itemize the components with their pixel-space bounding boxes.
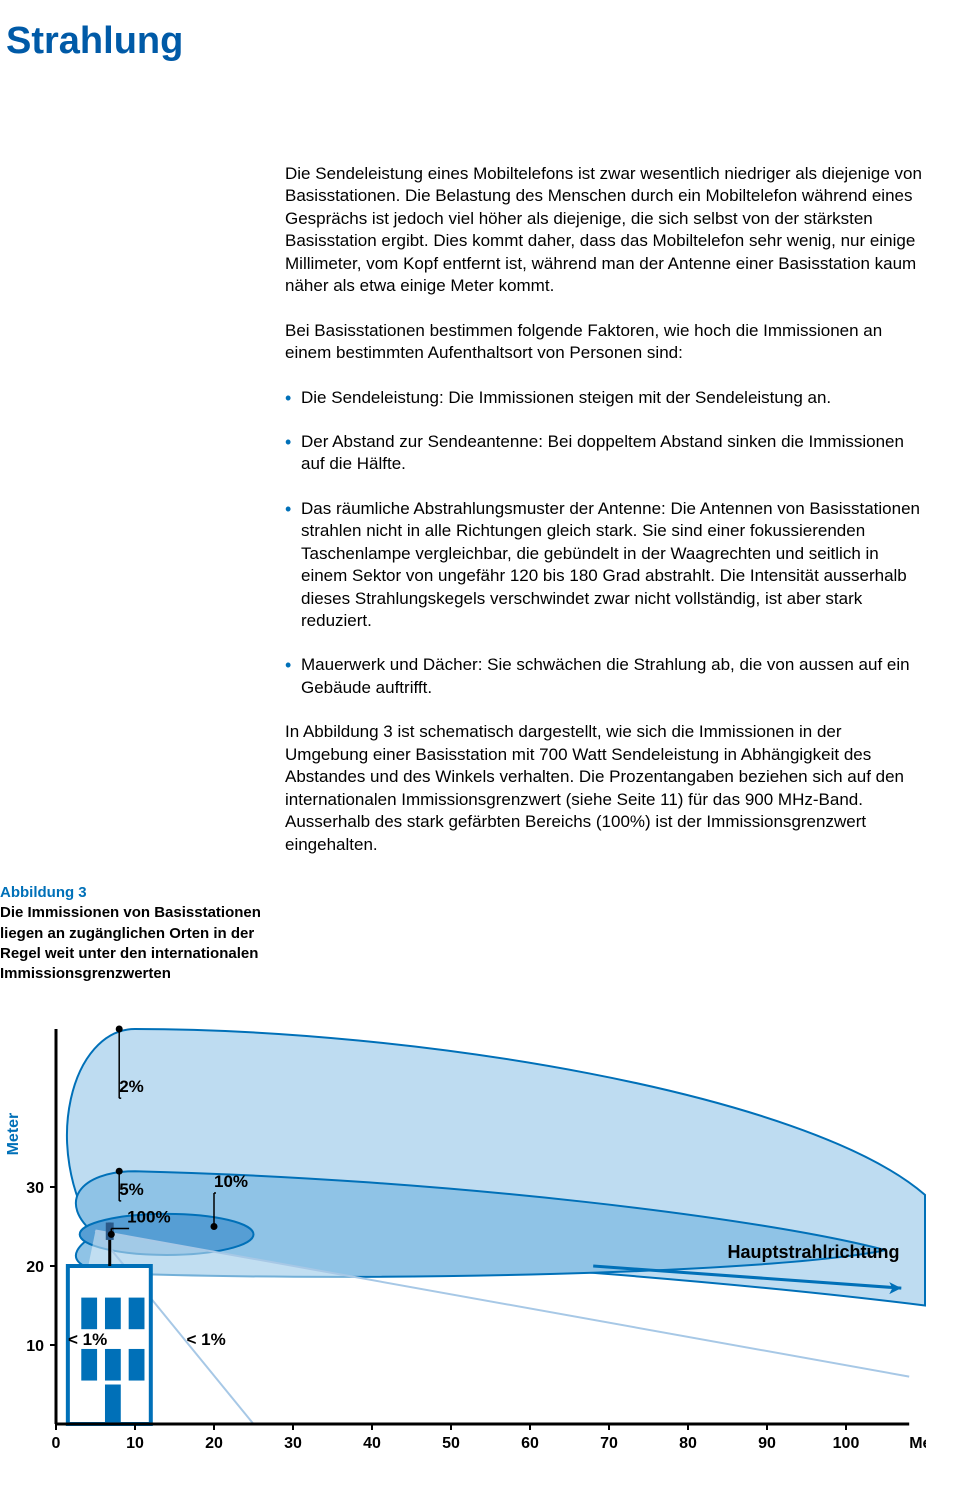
bullet-item: Der Abstand zur Sendeantenne: Bei doppel… <box>285 431 925 476</box>
bullet-item: Die Sendeleistung: Die Immissionen steig… <box>285 387 925 409</box>
svg-text:80: 80 <box>679 1435 697 1452</box>
svg-text:5%: 5% <box>119 1180 144 1199</box>
svg-text:Hauptstrahlrichtung: Hauptstrahlrichtung <box>728 1242 900 1262</box>
caption-text: Die Immissionen von Basisstationen liege… <box>0 903 265 984</box>
svg-text:< 1%: < 1% <box>186 1330 225 1349</box>
body-text: Die Sendeleistung eines Mobiltelefons is… <box>285 163 925 878</box>
chart-svg: 10 20 30 Meter 0 10 20 30 40 50 60 70 80 90 100 Meter 2%… <box>0 1024 926 1454</box>
svg-text:50: 50 <box>442 1435 460 1452</box>
svg-text:10%: 10% <box>214 1172 248 1191</box>
svg-text:Meter: Meter <box>909 1435 926 1452</box>
svg-text:20: 20 <box>26 1259 44 1276</box>
svg-text:< 1%: < 1% <box>68 1330 107 1349</box>
svg-text:Meter: Meter <box>5 1113 22 1156</box>
radiation-diagram: 10 20 30 Meter 0 10 20 30 40 50 60 70 80 90 100 Meter 2%… <box>0 1024 925 1454</box>
caption-title: Abbildung 3 <box>0 883 265 903</box>
page-title: Strahlung <box>6 20 925 63</box>
svg-text:90: 90 <box>758 1435 776 1452</box>
svg-text:2%: 2% <box>119 1077 144 1096</box>
paragraph: In Abbildung 3 ist schematisch dargestel… <box>285 721 925 856</box>
figure-caption: Abbildung 3 Die Immissionen von Basissta… <box>0 163 285 984</box>
svg-text:100: 100 <box>833 1435 860 1452</box>
bullet-item: Das räumliche Abstrahlungsmuster der Ant… <box>285 498 925 633</box>
svg-text:20: 20 <box>205 1435 223 1452</box>
paragraph: Die Sendeleistung eines Mobiltelefons is… <box>285 163 925 298</box>
svg-text:60: 60 <box>521 1435 539 1452</box>
svg-text:100%: 100% <box>127 1208 170 1227</box>
svg-text:0: 0 <box>52 1435 61 1452</box>
svg-text:10: 10 <box>26 1338 44 1355</box>
svg-text:30: 30 <box>26 1180 44 1197</box>
bullet-item: Mauerwerk und Dächer: Sie schwächen die … <box>285 654 925 699</box>
svg-text:40: 40 <box>363 1435 381 1452</box>
svg-text:10: 10 <box>126 1435 144 1452</box>
paragraph: Bei Basisstationen bestimmen folgende Fa… <box>285 320 925 365</box>
svg-text:70: 70 <box>600 1435 618 1452</box>
svg-text:30: 30 <box>284 1435 302 1452</box>
